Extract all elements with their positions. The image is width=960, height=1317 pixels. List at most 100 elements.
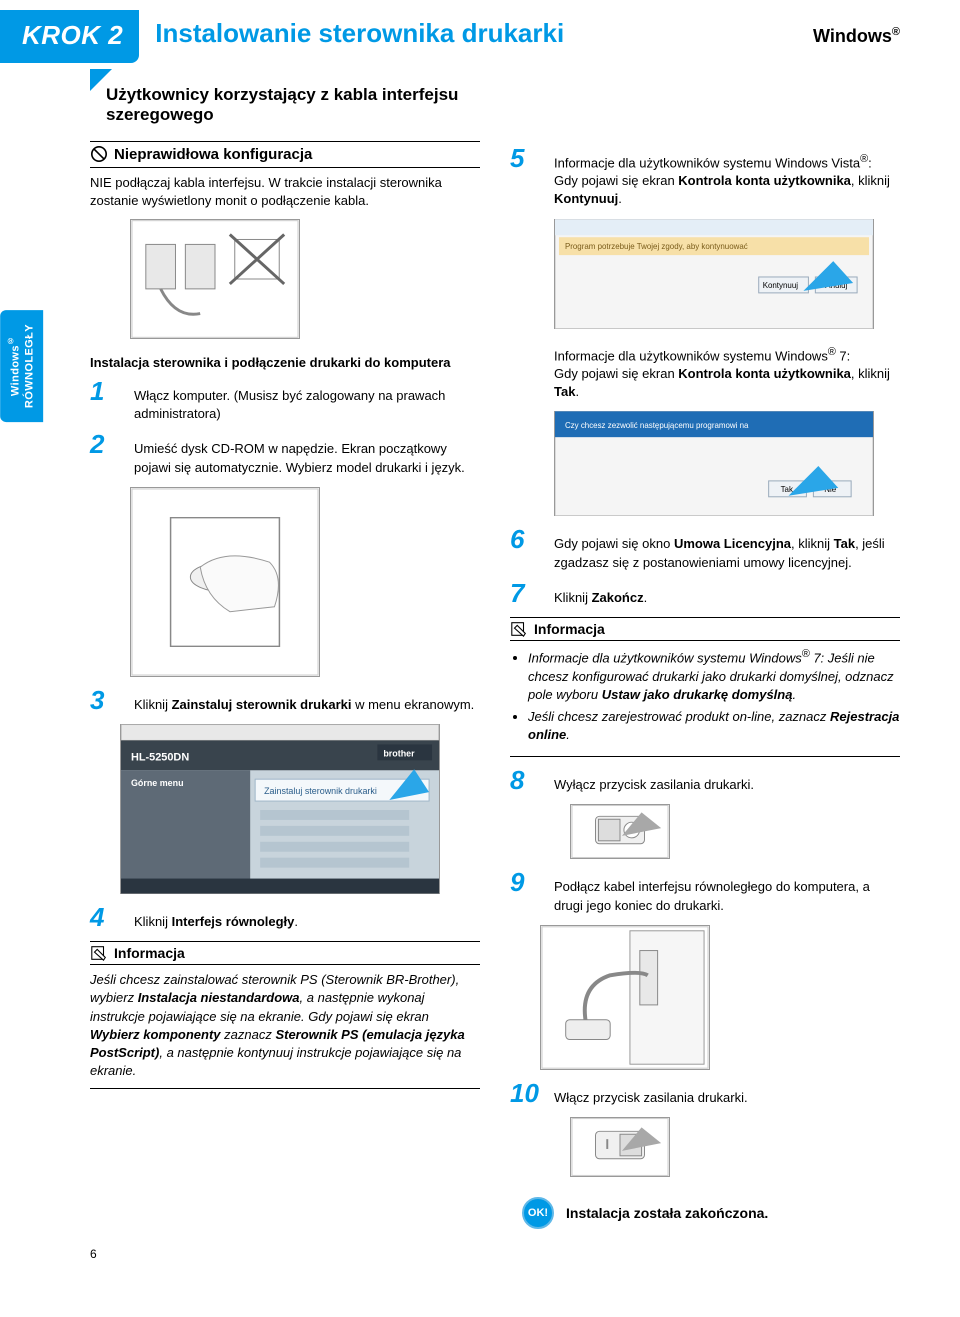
svg-text:HL-5250DN: HL-5250DN <box>131 751 189 763</box>
note-right: Informacja Informacje dla użytkowników s… <box>510 617 900 757</box>
side-tab-conn: RÓWNOLEGŁY <box>23 324 35 408</box>
screenshot-uac-vista: Program potrzebuje Twojej zgody, aby kon… <box>554 219 874 329</box>
bold-fragment: Tak <box>554 384 575 399</box>
text-fragment: w menu ekranowym. <box>351 697 474 712</box>
step-2: 2 Umieść dysk CD-ROM w napędzie. Ekran p… <box>90 431 480 476</box>
screenshot-uac-win7: Czy chcesz zezwolić następującemu progra… <box>554 411 874 516</box>
corner-decoration <box>90 69 112 91</box>
screenshot-installer-menu: HL-5250DN brother Górne menu Zainstaluj … <box>120 724 440 894</box>
step-number: 4 <box>90 904 120 930</box>
step-number: 10 <box>510 1080 540 1106</box>
side-tab-reg: ® <box>6 336 15 345</box>
text-fragment: Gdy pojawi się ekran <box>554 366 678 381</box>
step-text: Włącz komputer. (Musisz być zalogowany n… <box>134 387 480 423</box>
illustration-cables <box>130 219 300 339</box>
text-fragment: . <box>294 914 298 929</box>
step-text: Kliknij Zakończ. <box>554 589 900 607</box>
section-title: Użytkownicy korzystający z kabla interfe… <box>100 83 480 141</box>
pencil-icon <box>90 944 108 962</box>
note-left: Informacja Jeśli chcesz zainstalować ste… <box>90 941 480 1089</box>
step-text: Informacje dla użytkowników systemu Wind… <box>554 152 900 209</box>
page-number: 6 <box>90 1247 97 1261</box>
step-number: 9 <box>510 869 540 895</box>
step-text: Wyłącz przycisk zasilania drukarki. <box>554 776 900 794</box>
step-number: 7 <box>510 580 540 606</box>
step-3: 3 Kliknij Zainstaluj sterownik drukarki … <box>90 687 480 714</box>
svg-text:Zainstaluj sterownik drukarki: Zainstaluj sterownik drukarki <box>264 786 377 796</box>
bold-fragment: Zainstaluj sterownik drukarki <box>172 697 352 712</box>
install-subheading: Instalacja sterownika i podłączenie druk… <box>90 355 480 370</box>
svg-text:Program potrzebuje Twojej zgod: Program potrzebuje Twojej zgody, aby kon… <box>565 242 748 251</box>
bold-fragment: Kontrola konta użytkownika <box>678 173 851 188</box>
text-fragment: Kliknij <box>134 697 172 712</box>
side-tab-os: Windows <box>10 345 22 396</box>
text-fragment: Kliknij <box>134 914 172 929</box>
os-name: Windows <box>813 26 892 46</box>
text-fragment: . <box>575 384 579 399</box>
reg-mark: ® <box>828 346 836 358</box>
note-heading: Informacja <box>90 941 480 965</box>
warning-heading: Nieprawidłowa konfiguracja <box>90 141 480 168</box>
step-text: Umieść dysk CD-ROM w napędzie. Ekran poc… <box>134 440 480 476</box>
step-text: Kliknij Zainstaluj sterownik drukarki w … <box>134 696 480 714</box>
step-10: 10 Włącz przycisk zasilania drukarki. <box>510 1080 900 1107</box>
svg-text:Kontynuuj: Kontynuuj <box>763 280 799 289</box>
note-heading-text: Informacja <box>534 621 605 637</box>
warning-heading-text: Nieprawidłowa konfiguracja <box>114 146 312 163</box>
illustration-parallel-cable <box>540 925 710 1070</box>
step-badge: KROK 2 <box>0 10 139 63</box>
step-number: 1 <box>90 378 120 404</box>
step-5b-intro: Informacje dla użytkowników systemu Wind… <box>554 345 900 402</box>
right-column: 5 Informacje dla użytkowników systemu Wi… <box>510 69 900 1233</box>
bold-fragment: Zakończ <box>592 590 644 605</box>
text-fragment: Kliknij <box>554 590 592 605</box>
step-6: 6 Gdy pojawi się okno Umowa Licencyjna, … <box>510 526 900 571</box>
bold-fragment: Interfejs równoległy <box>172 914 295 929</box>
text-fragment: . <box>618 191 622 206</box>
step-number: 5 <box>510 145 540 171</box>
text-fragment: 7: <box>836 348 850 363</box>
note-body: Informacje dla użytkowników systemu Wind… <box>510 647 900 757</box>
svg-text:Górne menu: Górne menu <box>131 778 184 788</box>
completion-text: Instalacja została zakończona. <box>566 1205 768 1221</box>
bold-fragment: Kontynuuj <box>554 191 618 206</box>
ok-badge: OK! <box>522 1197 554 1229</box>
step-text: Włącz przycisk zasilania drukarki. <box>554 1089 900 1107</box>
note-bullet: Jeśli chcesz zarejestrować produkt on-li… <box>528 708 900 744</box>
step-7: 7 Kliknij Zakończ. <box>510 580 900 607</box>
svg-text:Czy chcesz zezwolić następując: Czy chcesz zezwolić następującemu progra… <box>565 422 749 431</box>
reg-mark: ® <box>860 153 868 165</box>
text-fragment: : <box>868 155 872 170</box>
text-fragment: , kliknij <box>851 366 890 381</box>
section-header: Użytkownicy korzystający z kabla interfe… <box>90 69 480 141</box>
step-5: 5 Informacje dla użytkowników systemu Wi… <box>510 145 900 209</box>
bold-fragment: Umowa Licencyjna <box>674 536 791 551</box>
bold-fragment: Kontrola konta użytkownika <box>678 366 851 381</box>
note-heading: Informacja <box>510 617 900 641</box>
illustration-cd-drive <box>130 487 320 677</box>
illustration-power-on <box>570 1117 670 1177</box>
text-fragment: Gdy pojawi się okno <box>554 536 674 551</box>
note-bullet: Informacje dla użytkowników systemu Wind… <box>528 647 900 704</box>
step-9: 9 Podłącz kabel interfejsu równoległego … <box>510 869 900 914</box>
step-8: 8 Wyłącz przycisk zasilania drukarki. <box>510 767 900 794</box>
text-fragment: , kliknij <box>851 173 890 188</box>
text-fragment: Informacje dla użytkowników systemu Wind… <box>554 348 828 363</box>
os-label: Windows® <box>813 10 900 47</box>
svg-text:Tak: Tak <box>781 485 793 494</box>
note-heading-text: Informacja <box>114 945 185 961</box>
page-header: KROK 2 Instalowanie sterownika drukarki … <box>0 0 960 69</box>
step-4: 4 Kliknij Interfejs równoległy. <box>90 904 480 931</box>
side-tab: Windows® RÓWNOLEGŁY <box>0 310 43 422</box>
os-reg: ® <box>892 26 900 38</box>
step-number: 2 <box>90 431 120 457</box>
step-text: Podłącz kabel interfejsu równoległego do… <box>554 878 900 914</box>
warning-body: NIE podłączaj kabla interfejsu. W trakci… <box>90 174 480 209</box>
step-text: Kliknij Interfejs równoległy. <box>134 913 480 931</box>
text-fragment: . <box>644 590 648 605</box>
pencil-icon <box>510 620 528 638</box>
text-fragment: , kliknij <box>791 536 834 551</box>
step-number: 3 <box>90 687 120 713</box>
text-fragment: Gdy pojawi się ekran <box>554 173 678 188</box>
step-text: Gdy pojawi się okno Umowa Licencyjna, kl… <box>554 535 900 571</box>
